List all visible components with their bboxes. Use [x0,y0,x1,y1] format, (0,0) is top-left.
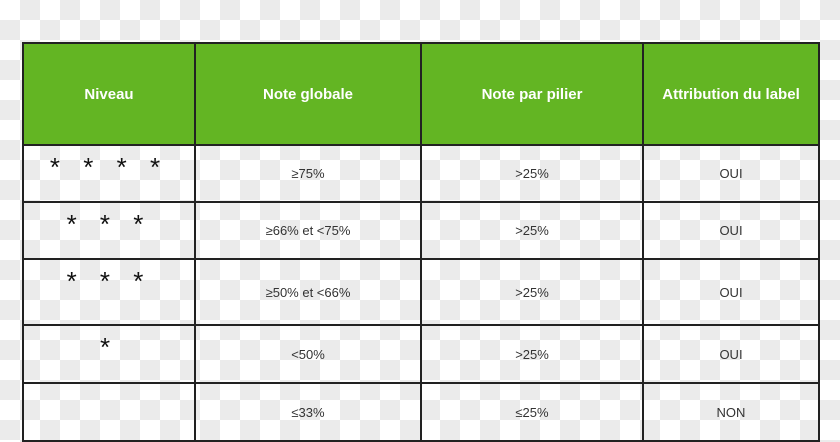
header-niveau: Niveau [22,42,196,146]
attribution-cell: OUI [642,258,820,326]
note-pilier-cell: >25% [420,201,644,260]
note-pilier-cell: >25% [420,324,644,384]
niveau-cell: * [22,324,196,384]
note-globale-cell: ≥50% et <66% [194,258,422,326]
table-row: ≤33% ≤25% NON [22,382,820,442]
note-globale-cell: ≥75% [194,144,422,203]
label-levels-table: Niveau Note globale Note par pilier Attr… [22,42,820,442]
note-pilier-cell: >25% [420,258,644,326]
table-row: * * * ≥50% et <66% >25% OUI [22,258,820,326]
table-row: * <50% >25% OUI [22,324,820,384]
note-pilier-cell: ≤25% [420,382,644,442]
niveau-cell [22,382,196,442]
attribution-cell: OUI [642,144,820,203]
attribution-cell: OUI [642,201,820,260]
table-row: * * * * ≥75% >25% OUI [22,144,820,203]
attribution-cell: NON [642,382,820,442]
header-note-globale: Note globale [194,42,422,146]
note-globale-cell: ≥66% et <75% [194,201,422,260]
note-globale-cell: <50% [194,324,422,384]
note-pilier-cell: >25% [420,144,644,203]
niveau-cell: * * * [22,258,196,326]
attribution-cell: OUI [642,324,820,384]
niveau-cell: * * * * [22,144,196,203]
note-globale-cell: ≤33% [194,382,422,442]
niveau-cell: * * * [22,201,196,260]
header-attribution: Attribution du label [642,42,820,146]
table-row: * * * ≥66% et <75% >25% OUI [22,201,820,260]
header-note-pilier: Note par pilier [420,42,644,146]
header-row: Niveau Note globale Note par pilier Attr… [22,42,820,146]
